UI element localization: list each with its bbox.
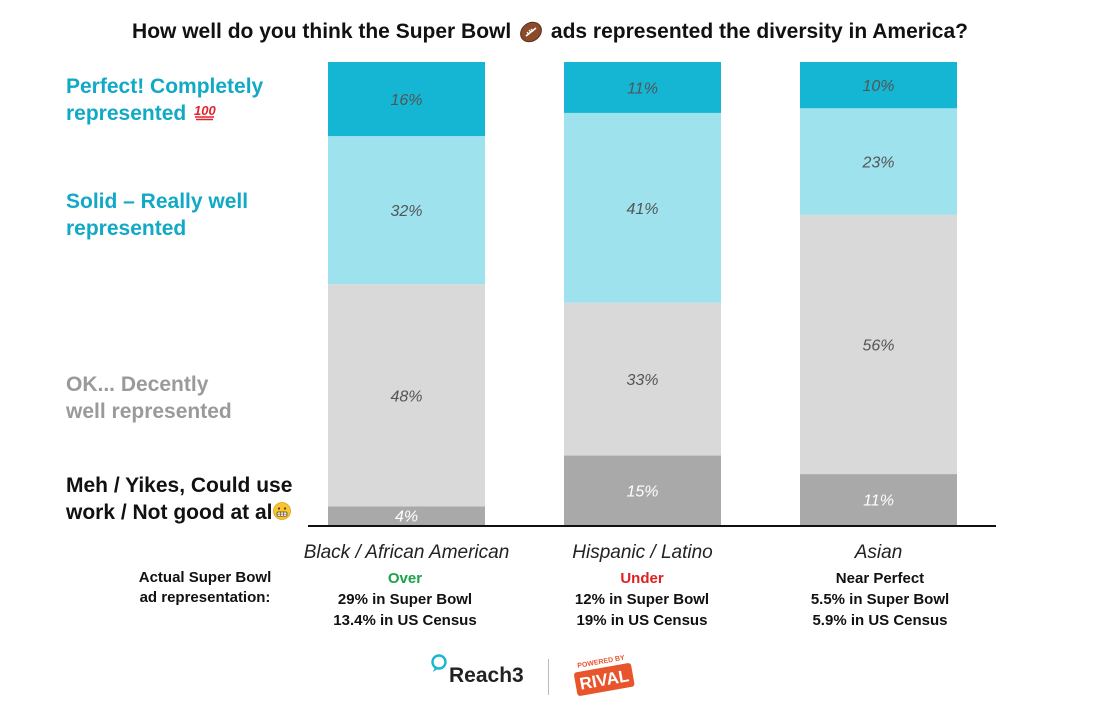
legend-solid: Solid – Really well represented <box>66 188 248 242</box>
bar-segment-solid <box>800 108 957 215</box>
representation-black: Over 29% in Super Bowl 13.4% in US Censu… <box>295 568 515 631</box>
svg-text:100: 100 <box>194 103 216 118</box>
representation-heading-line2: ad representation: <box>139 589 271 606</box>
data-label-perfect: 16% <box>390 92 422 109</box>
representation-census: 13.4% in US Census <box>333 612 477 629</box>
data-label-solid: 32% <box>390 203 422 220</box>
category-label: Hispanic / Latino <box>572 542 712 563</box>
representation-superbowl: 5.5% in Super Bowl <box>810 591 950 608</box>
data-label-meh: 15% <box>626 483 658 500</box>
bar-segment-ok <box>328 284 485 507</box>
bar-segment-perfect <box>800 62 957 109</box>
hundred-points-icon: 100 <box>192 101 218 128</box>
rival-badge <box>574 663 635 696</box>
legend-perfect-line2-wrap: represented 100 <box>66 100 263 128</box>
chart-title-after: ads represented the diversity in America… <box>550 20 968 43</box>
representation-status: Under <box>620 570 664 587</box>
representation-asian: Near Perfect 5.5% in Super Bowl 5.9% in … <box>770 568 990 631</box>
category-label: Asian <box>854 542 903 563</box>
legend-perfect-line2: represented <box>66 102 187 125</box>
football-icon <box>519 21 543 49</box>
representation-census: 5.9% in US Census <box>812 612 948 629</box>
legend-perfect: Perfect! Completely represented 100 <box>66 73 263 128</box>
data-label-meh: 11% <box>863 493 894 510</box>
reach3-wordmark: Reach3 <box>449 664 524 687</box>
representation-heading-line1: Actual Super Bowl <box>138 569 272 586</box>
data-label-solid: 23% <box>861 155 894 172</box>
representation-status: Near Perfect <box>835 570 925 587</box>
category-label: Black / African American <box>304 542 510 563</box>
bar-segment-perfect <box>564 62 721 113</box>
bar-segment-ok <box>800 214 957 475</box>
bar-segment-meh <box>328 506 485 525</box>
representation-superbowl: 12% in Super Bowl <box>574 591 710 608</box>
bar-segment-meh <box>800 474 957 525</box>
rival-text: RIVAL <box>578 666 630 693</box>
legend-meh-line1: Meh / Yikes, Could use <box>66 474 293 497</box>
reach3-speech-icon <box>430 652 448 688</box>
legend-solid-line2: represented <box>66 217 187 240</box>
data-label-solid: 41% <box>626 201 658 218</box>
data-label-perfect: 10% <box>862 78 894 95</box>
legend-solid-line1: Solid – Really well <box>66 190 249 213</box>
chart-title-before: How well do you think the Super Bowl <box>132 20 512 43</box>
legend-meh-line2-wrap: work / Not good at al <box>66 499 292 527</box>
legend-meh-line2: work / Not good at al <box>66 501 273 524</box>
representation-heading: Actual Super Bowl ad representation: <box>120 568 290 608</box>
legend-ok-line1: OK... Decently <box>66 373 209 396</box>
footer-divider <box>548 659 549 695</box>
grimacing-face-icon <box>272 500 291 527</box>
representation-status: Over <box>387 570 423 587</box>
bar-segment-meh <box>564 455 721 525</box>
bar-segment-solid <box>564 112 721 303</box>
legend-meh: Meh / Yikes, Could use work / Not good a… <box>66 472 292 527</box>
data-label-perfect: 11% <box>627 80 658 97</box>
data-label-ok: 33% <box>626 372 658 389</box>
representation-census: 19% in US Census <box>576 612 708 629</box>
bar-segment-solid <box>328 136 485 285</box>
chart-title: How well do you think the Super Bowl ads… <box>0 20 1100 49</box>
rival-logo: POWERED BY RIVAL <box>572 652 642 705</box>
representation-superbowl: 29% in Super Bowl <box>337 591 473 608</box>
stacked-bar-chart: 4% 48% 32% 16% Black / African American 15% 33… <box>304 62 996 563</box>
representation-hispanic: Under 12% in Super Bowl 19% in US Census <box>532 568 752 631</box>
reach3-logo: Reach3 <box>430 652 524 688</box>
data-label-ok: 48% <box>390 388 422 405</box>
bar-segment-ok <box>564 302 721 456</box>
data-label-ok: 56% <box>862 337 894 354</box>
data-label-meh: 4% <box>395 509 418 526</box>
bar-segment-perfect <box>328 62 485 137</box>
legend-perfect-line1: Perfect! Completely <box>66 75 264 98</box>
legend-ok-line2: well represented <box>66 400 232 423</box>
legend-ok: OK... Decently well represented <box>66 371 232 425</box>
